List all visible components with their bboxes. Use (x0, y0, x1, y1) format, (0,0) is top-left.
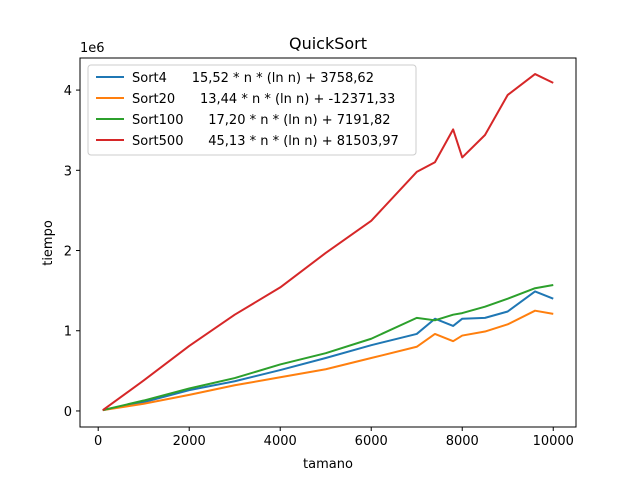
chart-title: QuickSort (289, 34, 367, 53)
y-tick-label: 0 (64, 405, 72, 420)
x-axis-label: tamano (303, 457, 353, 472)
y-tick-label: 1 (64, 325, 72, 340)
y-axis-multiplier: 1e6 (80, 41, 105, 56)
legend-label-sort20: Sort20 13,44 * n * (ln n) + -12371,33 (132, 92, 395, 107)
y-axis-label: tiempo (41, 220, 56, 266)
y-tick-label: 2 (64, 245, 72, 260)
x-tick-label: 10000 (533, 434, 574, 449)
x-tick-label: 8000 (446, 434, 479, 449)
x-axis: 0 2000 4000 6000 8000 10000 (94, 427, 574, 449)
x-tick-label: 6000 (355, 434, 388, 449)
plot-frame (79, 57, 577, 428)
y-tick-label: 4 (64, 84, 72, 99)
legend-label-sort500: Sort500 45,13 * n * (ln n) + 81503,97 (132, 134, 399, 149)
y-axis: 0 1 2 3 4 (64, 84, 80, 420)
series-layer (102, 73, 554, 412)
x-tick-label: 4000 (264, 434, 297, 449)
x-tick-label: 0 (94, 434, 102, 449)
x-tick-label: 2000 (173, 434, 206, 449)
legend-box (87, 64, 417, 156)
y-tick-label: 3 (64, 164, 72, 179)
series-line-sort100 (102, 284, 554, 412)
series-line-sort20 (102, 309, 554, 412)
series-line-sort4 (102, 290, 554, 412)
legend-label-sort100: Sort100 17,20 * n * (ln n) + 7191,82 (132, 113, 391, 128)
series-line-sort500 (102, 73, 554, 411)
plot-area (79, 57, 577, 428)
legend: Sort4 15,52 * n * (ln n) + 3758,62 Sort20… (87, 64, 417, 156)
legend-label-sort4: Sort4 15,52 * n * (ln n) + 3758,62 (132, 71, 374, 86)
